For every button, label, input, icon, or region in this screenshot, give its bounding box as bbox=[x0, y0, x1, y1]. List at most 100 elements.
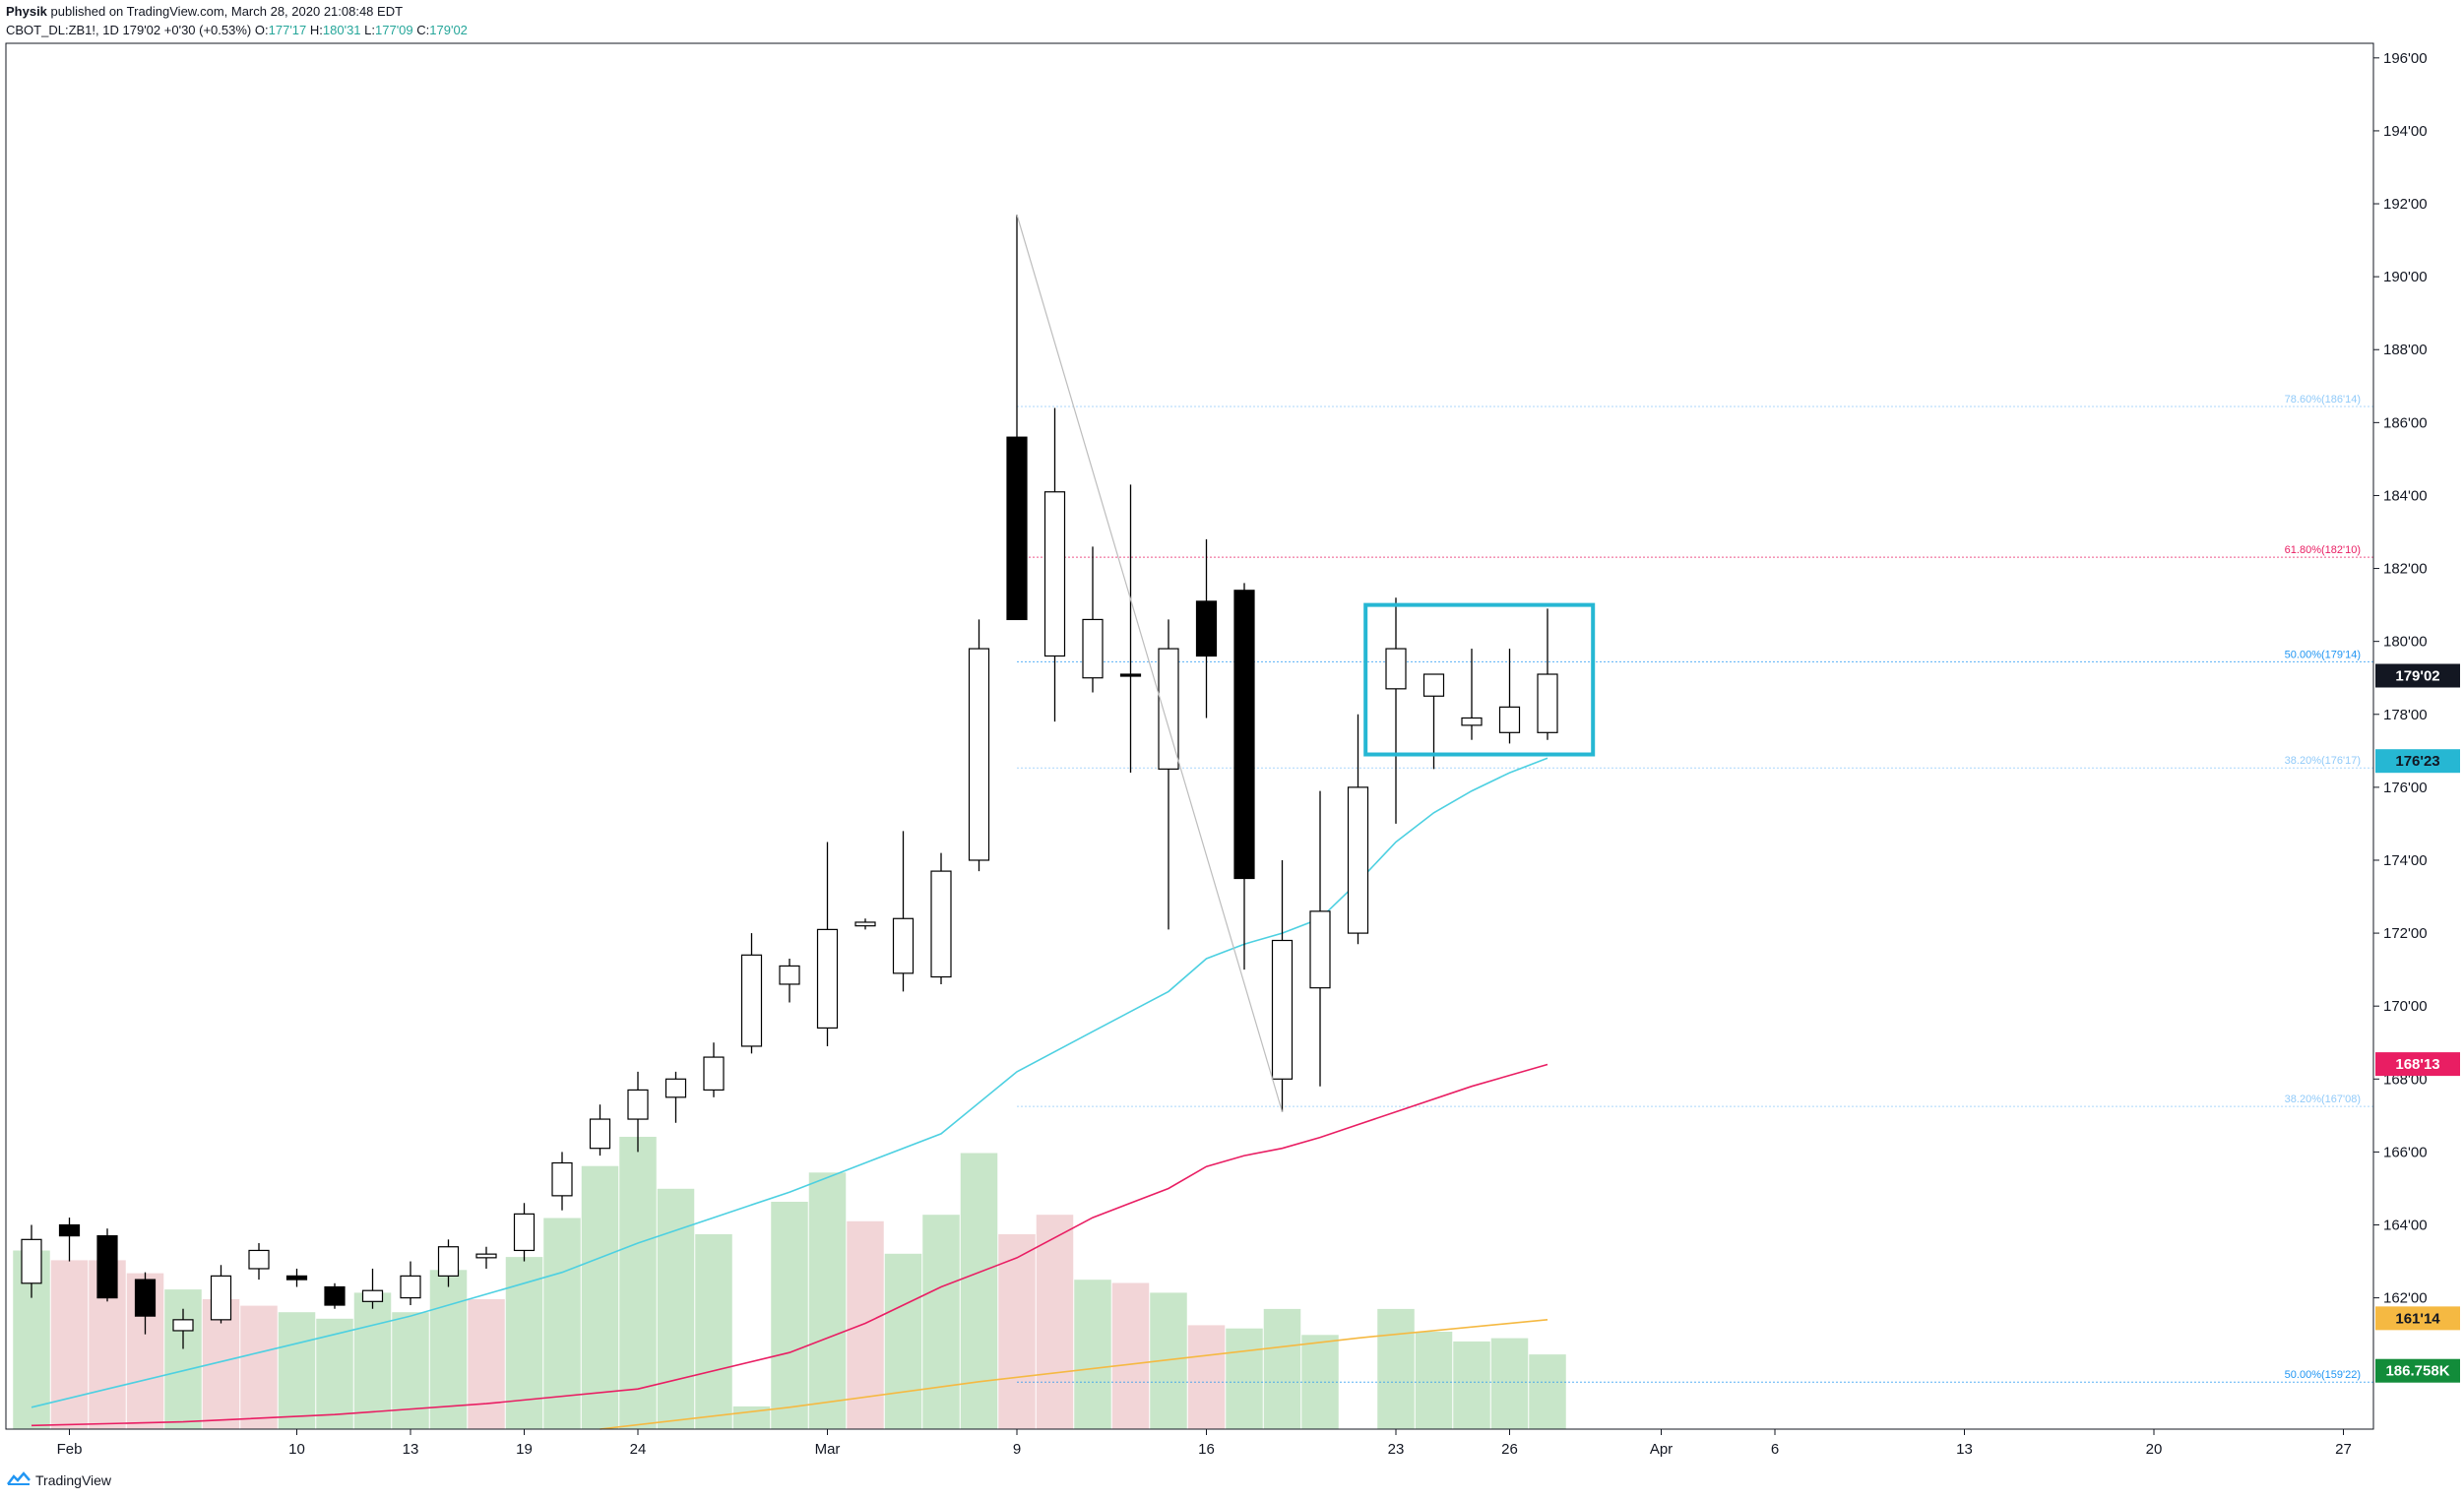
high-value: 180'31 bbox=[322, 23, 361, 37]
volume-bar bbox=[619, 1137, 657, 1429]
volume-bar bbox=[657, 1188, 695, 1429]
y-tick-label: 196'00 bbox=[2383, 50, 2428, 67]
volume-bar bbox=[922, 1215, 960, 1429]
candle-body bbox=[930, 870, 952, 978]
candle-body bbox=[779, 965, 800, 985]
candle-body bbox=[854, 921, 876, 927]
candle-body bbox=[58, 1223, 81, 1237]
volume-bar bbox=[808, 1172, 847, 1429]
candle-body bbox=[1498, 706, 1521, 733]
candle-body bbox=[324, 1285, 346, 1306]
volume-bar bbox=[1074, 1280, 1111, 1429]
y-tick-label: 176'00 bbox=[2383, 780, 2428, 796]
x-tick-label: 26 bbox=[1501, 1441, 1518, 1458]
volume-bar bbox=[353, 1292, 392, 1429]
symbol-label[interactable]: CBOT_DL:ZB1!, 1D bbox=[6, 23, 119, 37]
y-tick-label: 180'00 bbox=[2383, 634, 2428, 651]
candle-body bbox=[551, 1161, 573, 1197]
author-name[interactable]: Physik bbox=[6, 4, 47, 19]
x-tick-label: 9 bbox=[1013, 1441, 1021, 1458]
volume-bar bbox=[278, 1312, 316, 1429]
price-tag bbox=[2375, 663, 2460, 688]
volume-bar bbox=[240, 1305, 278, 1429]
candle-body bbox=[1233, 590, 1255, 880]
volume-bar bbox=[1111, 1282, 1150, 1429]
x-tick-label: 16 bbox=[1198, 1441, 1215, 1458]
volume-layer bbox=[13, 1137, 1566, 1429]
drawings-layer[interactable] bbox=[1016, 214, 1596, 1112]
candle-body bbox=[285, 1275, 308, 1281]
footer-brand[interactable]: TradingView bbox=[6, 1470, 111, 1489]
volume-bar bbox=[771, 1202, 808, 1429]
last-price: 179'02 bbox=[122, 23, 161, 37]
y-tick-label: 162'00 bbox=[2383, 1290, 2428, 1307]
x-tick-label: 13 bbox=[1956, 1441, 1973, 1458]
open-label: O: bbox=[254, 23, 269, 37]
candle-body bbox=[248, 1249, 270, 1270]
price-tag bbox=[2375, 1052, 2460, 1077]
candle-body bbox=[664, 1078, 687, 1098]
y-tick-label: 188'00 bbox=[2383, 342, 2428, 358]
y-tick-label: 178'00 bbox=[2383, 707, 2428, 723]
candle-body bbox=[1043, 491, 1066, 657]
volume-ma-line bbox=[600, 1319, 1548, 1430]
trend-line[interactable] bbox=[1016, 214, 1284, 1112]
volume-bar bbox=[847, 1220, 884, 1429]
volume-bar bbox=[1226, 1328, 1263, 1429]
volume-bar bbox=[1263, 1308, 1301, 1429]
candle-body bbox=[361, 1289, 384, 1302]
x-tick-label: 20 bbox=[2146, 1441, 2163, 1458]
candle-body bbox=[1422, 673, 1445, 697]
volume-bar bbox=[1377, 1308, 1415, 1429]
volume-bar bbox=[1453, 1341, 1490, 1429]
symbol-info: CBOT_DL:ZB1!, 1D 179'02 +0'30 (+0.53%) O… bbox=[6, 21, 468, 39]
fib-level-label: 78.60%(186'14) bbox=[2285, 394, 2361, 406]
tradingview-logo-icon bbox=[6, 1470, 32, 1489]
y-tick-label: 182'00 bbox=[2383, 561, 2428, 578]
volume-bar bbox=[884, 1253, 922, 1429]
y-tick-label: 192'00 bbox=[2383, 196, 2428, 213]
brand-label: TradingView bbox=[35, 1471, 112, 1488]
chart-header: Physik published on TradingView.com, Mar… bbox=[6, 2, 468, 39]
volume-bar bbox=[960, 1153, 998, 1429]
consolidation-box[interactable] bbox=[1363, 602, 1596, 757]
volume-bar bbox=[50, 1260, 89, 1429]
volume-bar bbox=[1036, 1215, 1074, 1429]
x-tick-label: 10 bbox=[288, 1441, 305, 1458]
candle-body bbox=[589, 1118, 611, 1150]
x-tick-label: Mar bbox=[815, 1441, 841, 1458]
candle-body bbox=[1119, 673, 1142, 677]
price-tag bbox=[2375, 749, 2460, 774]
price-axis[interactable]: 196'00 194'00 192'00 190'00 188'00 186'00 184'… bbox=[2373, 50, 2428, 1307]
volume-bar bbox=[392, 1312, 429, 1429]
y-tick-label: 186'00 bbox=[2383, 414, 2428, 431]
volume-bar bbox=[543, 1218, 581, 1429]
candle-body bbox=[1158, 648, 1179, 770]
volume-bar bbox=[1187, 1325, 1226, 1429]
x-tick-label: 23 bbox=[1388, 1441, 1405, 1458]
fib-level-label: 50.00%(159'22) bbox=[2285, 1369, 2361, 1381]
candle-body bbox=[513, 1213, 536, 1252]
time-axis[interactable]: Feb 10 13 19 24 Mar 9 16 23 26 Apr 6 13 20 27 bbox=[57, 1429, 2352, 1458]
y-tick-label: 184'00 bbox=[2383, 487, 2428, 504]
plot-border bbox=[5, 42, 2374, 1430]
volume-bar bbox=[1529, 1354, 1566, 1429]
price-change: +0'30 (+0.53%) bbox=[163, 23, 252, 37]
price-tag-label: 168'13 bbox=[2395, 1056, 2439, 1073]
candle-body bbox=[1347, 786, 1369, 934]
chart-frame bbox=[5, 42, 2374, 1430]
high-label: H: bbox=[309, 23, 323, 37]
price-tag bbox=[2375, 1306, 2460, 1331]
candle-body bbox=[703, 1056, 725, 1092]
candle-body bbox=[475, 1253, 497, 1259]
x-tick-label: 6 bbox=[1771, 1441, 1779, 1458]
y-tick-label: 172'00 bbox=[2383, 925, 2428, 942]
volume-bar bbox=[581, 1165, 619, 1429]
slow-ma-line bbox=[31, 1063, 1548, 1427]
price-tag bbox=[2375, 1358, 2460, 1383]
y-tick-label: 166'00 bbox=[2383, 1144, 2428, 1160]
x-tick-label: 13 bbox=[403, 1441, 419, 1458]
y-tick-label: 174'00 bbox=[2383, 852, 2428, 869]
candle-body bbox=[627, 1089, 649, 1120]
